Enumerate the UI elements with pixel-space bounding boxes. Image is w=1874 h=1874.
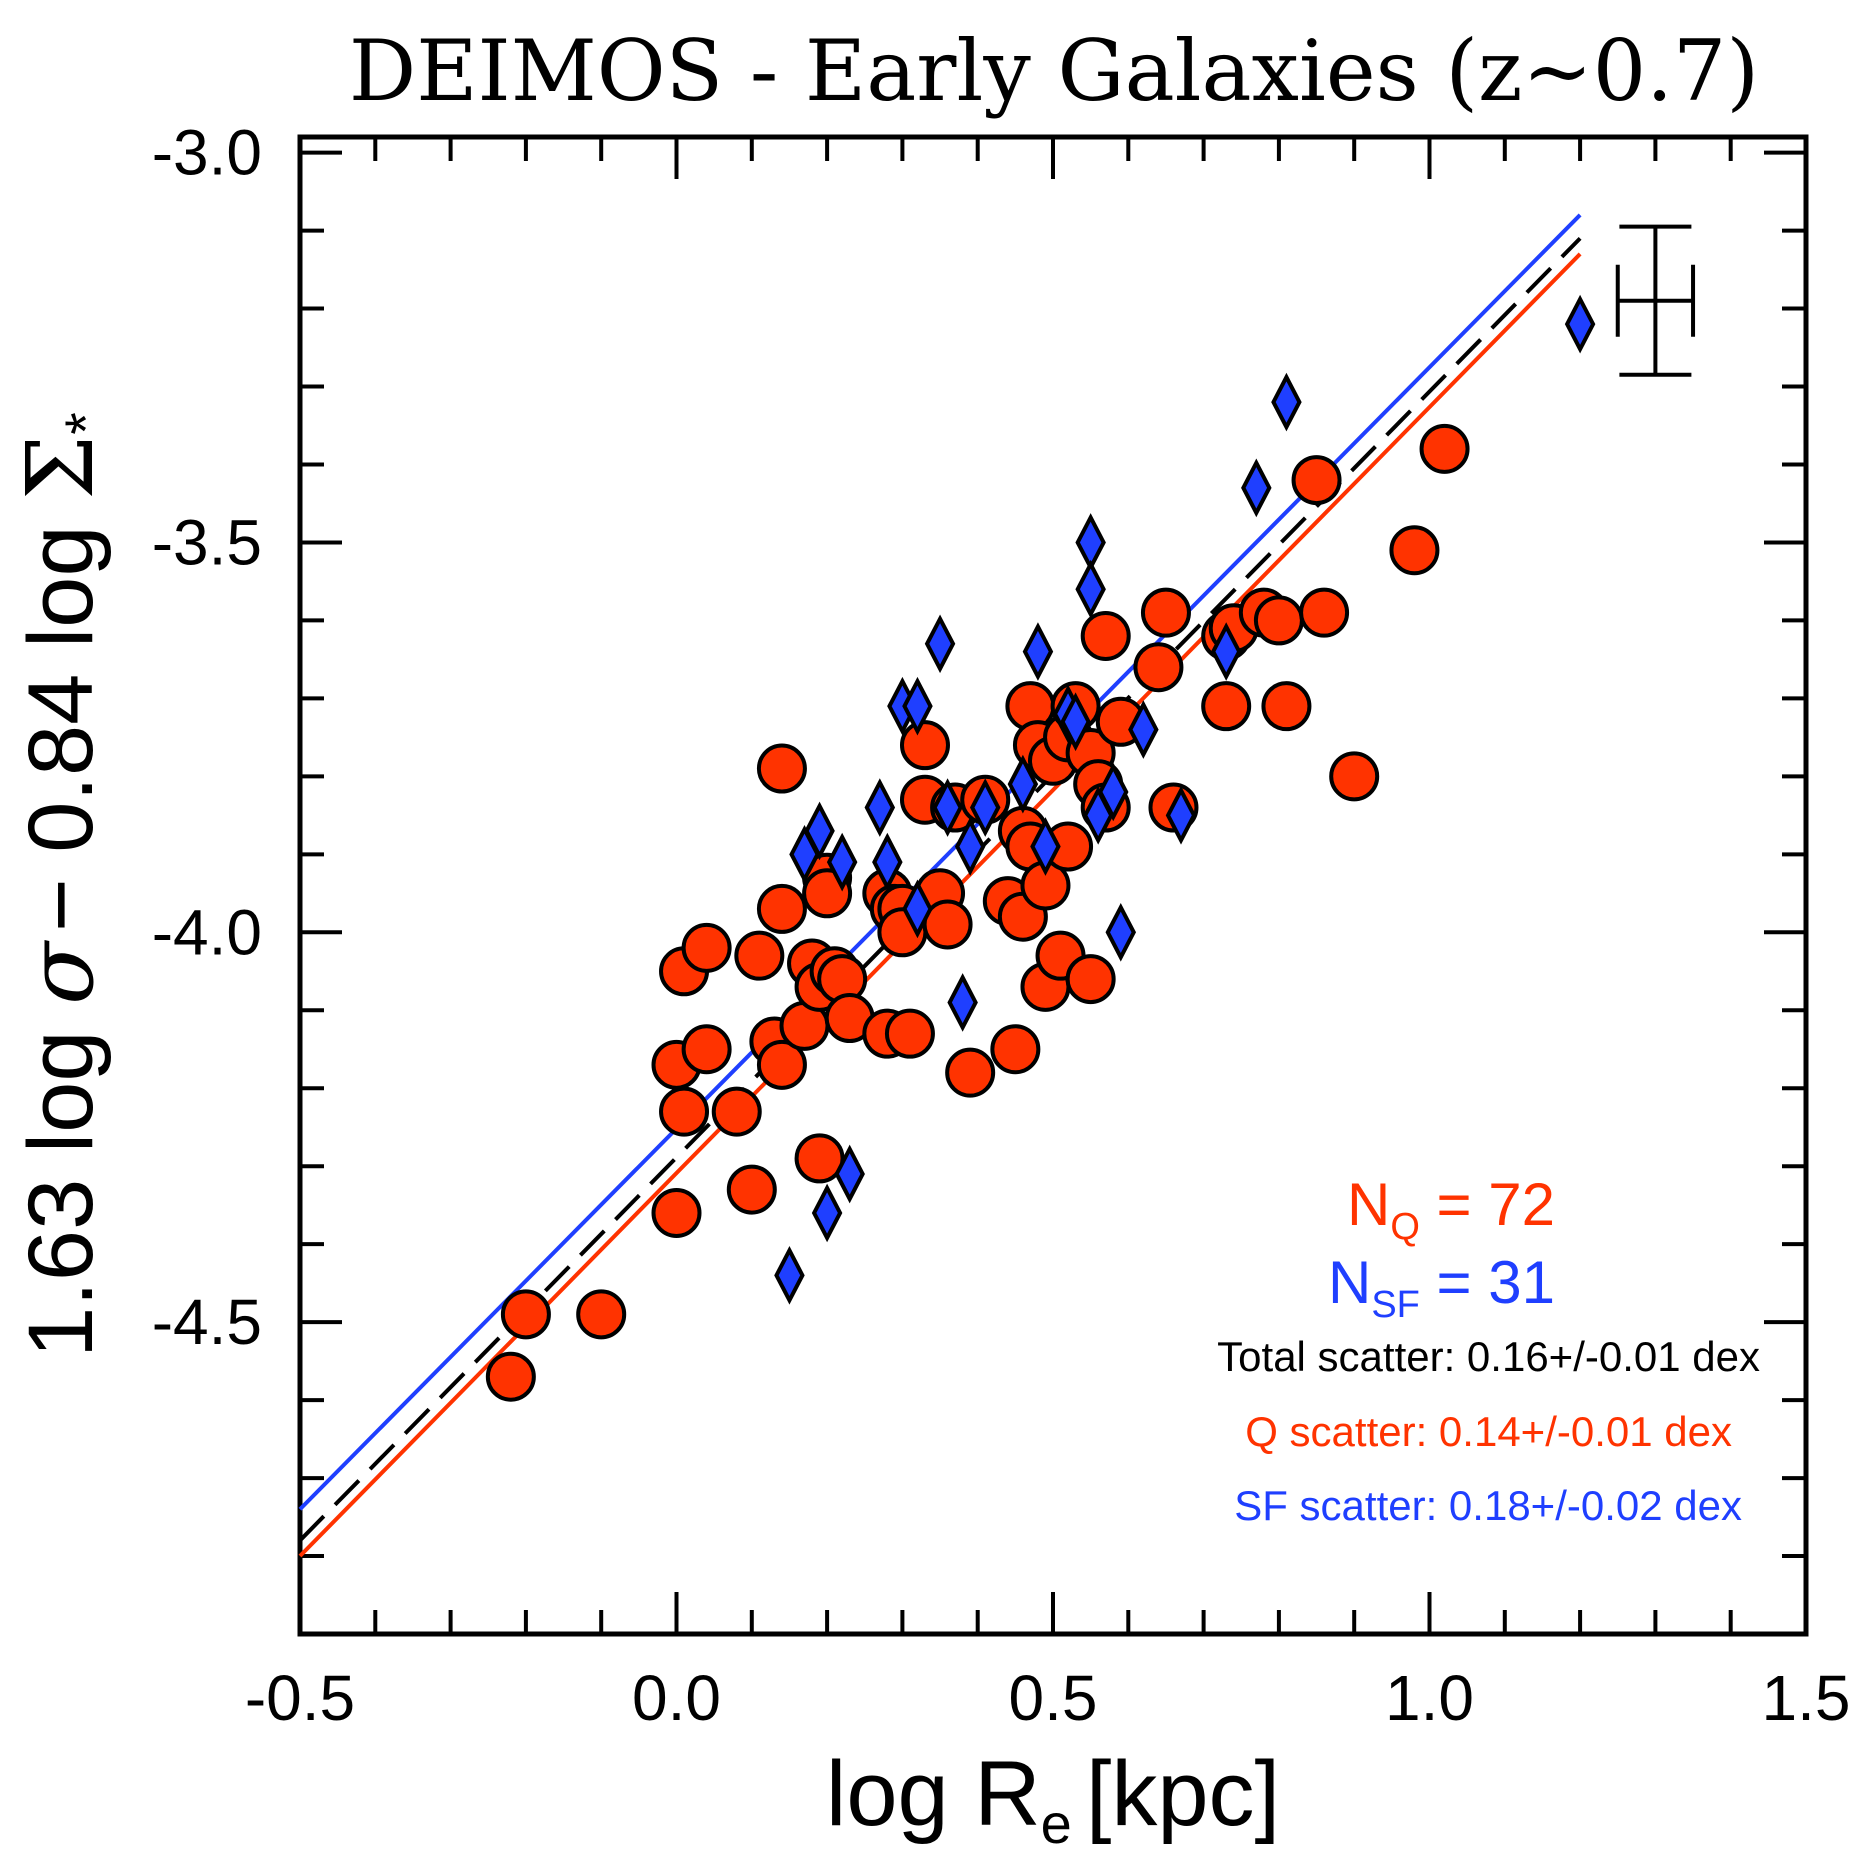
- star-forming-point: [924, 614, 956, 674]
- typical-error-bar: [1615, 224, 1696, 377]
- star-forming-point: [834, 1144, 865, 1204]
- star-forming-point: [1165, 785, 1197, 845]
- q-scatter-label: Q scatter: 0.14+/-0.01 dex: [1245, 1408, 1732, 1455]
- x-axis-label: log Re [kpc]: [826, 1743, 1280, 1855]
- quiescent-point: [651, 1187, 702, 1238]
- quiescent-point: [1065, 954, 1116, 1005]
- x-tick-label: 1.5: [1762, 1662, 1851, 1734]
- quiescent-point: [1329, 751, 1380, 802]
- quiescent-point: [945, 1047, 996, 1098]
- star-forming-point: [872, 832, 903, 892]
- quiescent-point: [659, 1086, 710, 1137]
- star-forming-point: [969, 778, 1001, 837]
- quiescent-point: [500, 1289, 551, 1340]
- star-forming-point: [804, 801, 835, 861]
- quiescent-point: [1253, 595, 1304, 646]
- y-tick-label: -3.5: [152, 506, 262, 578]
- x-tick-labels: -0.5 0.0 0.5 1.0 1.5: [245, 1662, 1851, 1734]
- y-tick-label: -4.0: [152, 896, 262, 968]
- sf-scatter-label: SF scatter: 0.18+/-0.02 dex: [1234, 1482, 1742, 1529]
- star-forming-point: [774, 1246, 805, 1305]
- axis-ticks: [298, 137, 1808, 1636]
- star-forming-point: [1007, 754, 1039, 814]
- y-tick-label: -3.0: [152, 117, 262, 189]
- quiescent-point: [734, 930, 785, 981]
- star-forming-point: [1075, 559, 1106, 619]
- y-tick-label: -4.5: [152, 1286, 262, 1358]
- star-forming-point: [947, 973, 978, 1032]
- x-tick-label: -0.5: [245, 1662, 355, 1734]
- quiescent-point: [1419, 423, 1470, 474]
- quiescent-point: [726, 1164, 777, 1215]
- x-tick-label: 1.0: [1385, 1662, 1474, 1734]
- quiescent-point: [756, 1039, 807, 1090]
- star-forming-point: [1030, 817, 1061, 876]
- quiescent-point: [1140, 587, 1191, 638]
- quiescent-point: [681, 922, 732, 973]
- star-forming-point: [811, 1183, 843, 1243]
- star-forming-point: [902, 879, 933, 939]
- quiescent-point: [485, 1351, 536, 1402]
- n-star-forming-label: NSF = 31: [1328, 1249, 1555, 1326]
- star-forming-point: [1060, 692, 1091, 752]
- star-forming-point: [1128, 700, 1159, 759]
- quiescent-points: [485, 423, 1470, 1402]
- star-forming-point: [1271, 372, 1302, 432]
- star-forming-point: [1210, 622, 1242, 681]
- y-tick-labels: -4.5 -4.0 -3.5 -3.0: [152, 117, 262, 1359]
- quiescent-point: [1261, 681, 1312, 732]
- quiescent-point: [990, 1024, 1041, 1075]
- star-forming-point: [954, 817, 986, 876]
- star-forming-point: [1097, 762, 1129, 822]
- chart-title: DEIMOS - Early Galaxies (z~0.7): [349, 22, 1759, 120]
- star-forming-point: [1564, 294, 1596, 354]
- quiescent-point: [1201, 681, 1252, 732]
- star-forming-point: [932, 778, 963, 837]
- n-quiescent-label: NQ = 72: [1347, 1171, 1555, 1248]
- quiescent-point: [711, 1086, 762, 1137]
- x-tick-label: 0.0: [632, 1662, 721, 1734]
- quiescent-point: [1133, 642, 1184, 693]
- quiescent-point: [576, 1289, 627, 1340]
- annotations: NQ = 72 NSF = 31 Total scatter: 0.16+/-0…: [1217, 1171, 1760, 1529]
- star-forming-points: [774, 294, 1596, 1305]
- star-forming-point: [864, 778, 896, 837]
- star-forming-point: [902, 676, 933, 736]
- quiescent-point: [1299, 587, 1350, 638]
- star-forming-point: [826, 832, 858, 892]
- quiescent-point: [1389, 525, 1440, 576]
- total-scatter-label: Total scatter: 0.16+/-0.01 dex: [1217, 1333, 1760, 1380]
- quiescent-point: [681, 1024, 732, 1075]
- quiescent-point: [1291, 455, 1342, 506]
- star-forming-point: [1241, 458, 1272, 518]
- star-forming-point: [1022, 622, 1054, 681]
- x-tick-label: 0.5: [1009, 1662, 1098, 1734]
- quiescent-point: [1080, 611, 1131, 661]
- y-axis-label: 1.63 log σ− 0.84 log Σ*: [7, 412, 119, 1358]
- quiescent-point: [884, 1008, 935, 1059]
- quiescent-point: [756, 883, 807, 934]
- star-forming-point: [1105, 902, 1137, 962]
- quiescent-point: [756, 743, 807, 794]
- quiescent-point: [899, 720, 950, 771]
